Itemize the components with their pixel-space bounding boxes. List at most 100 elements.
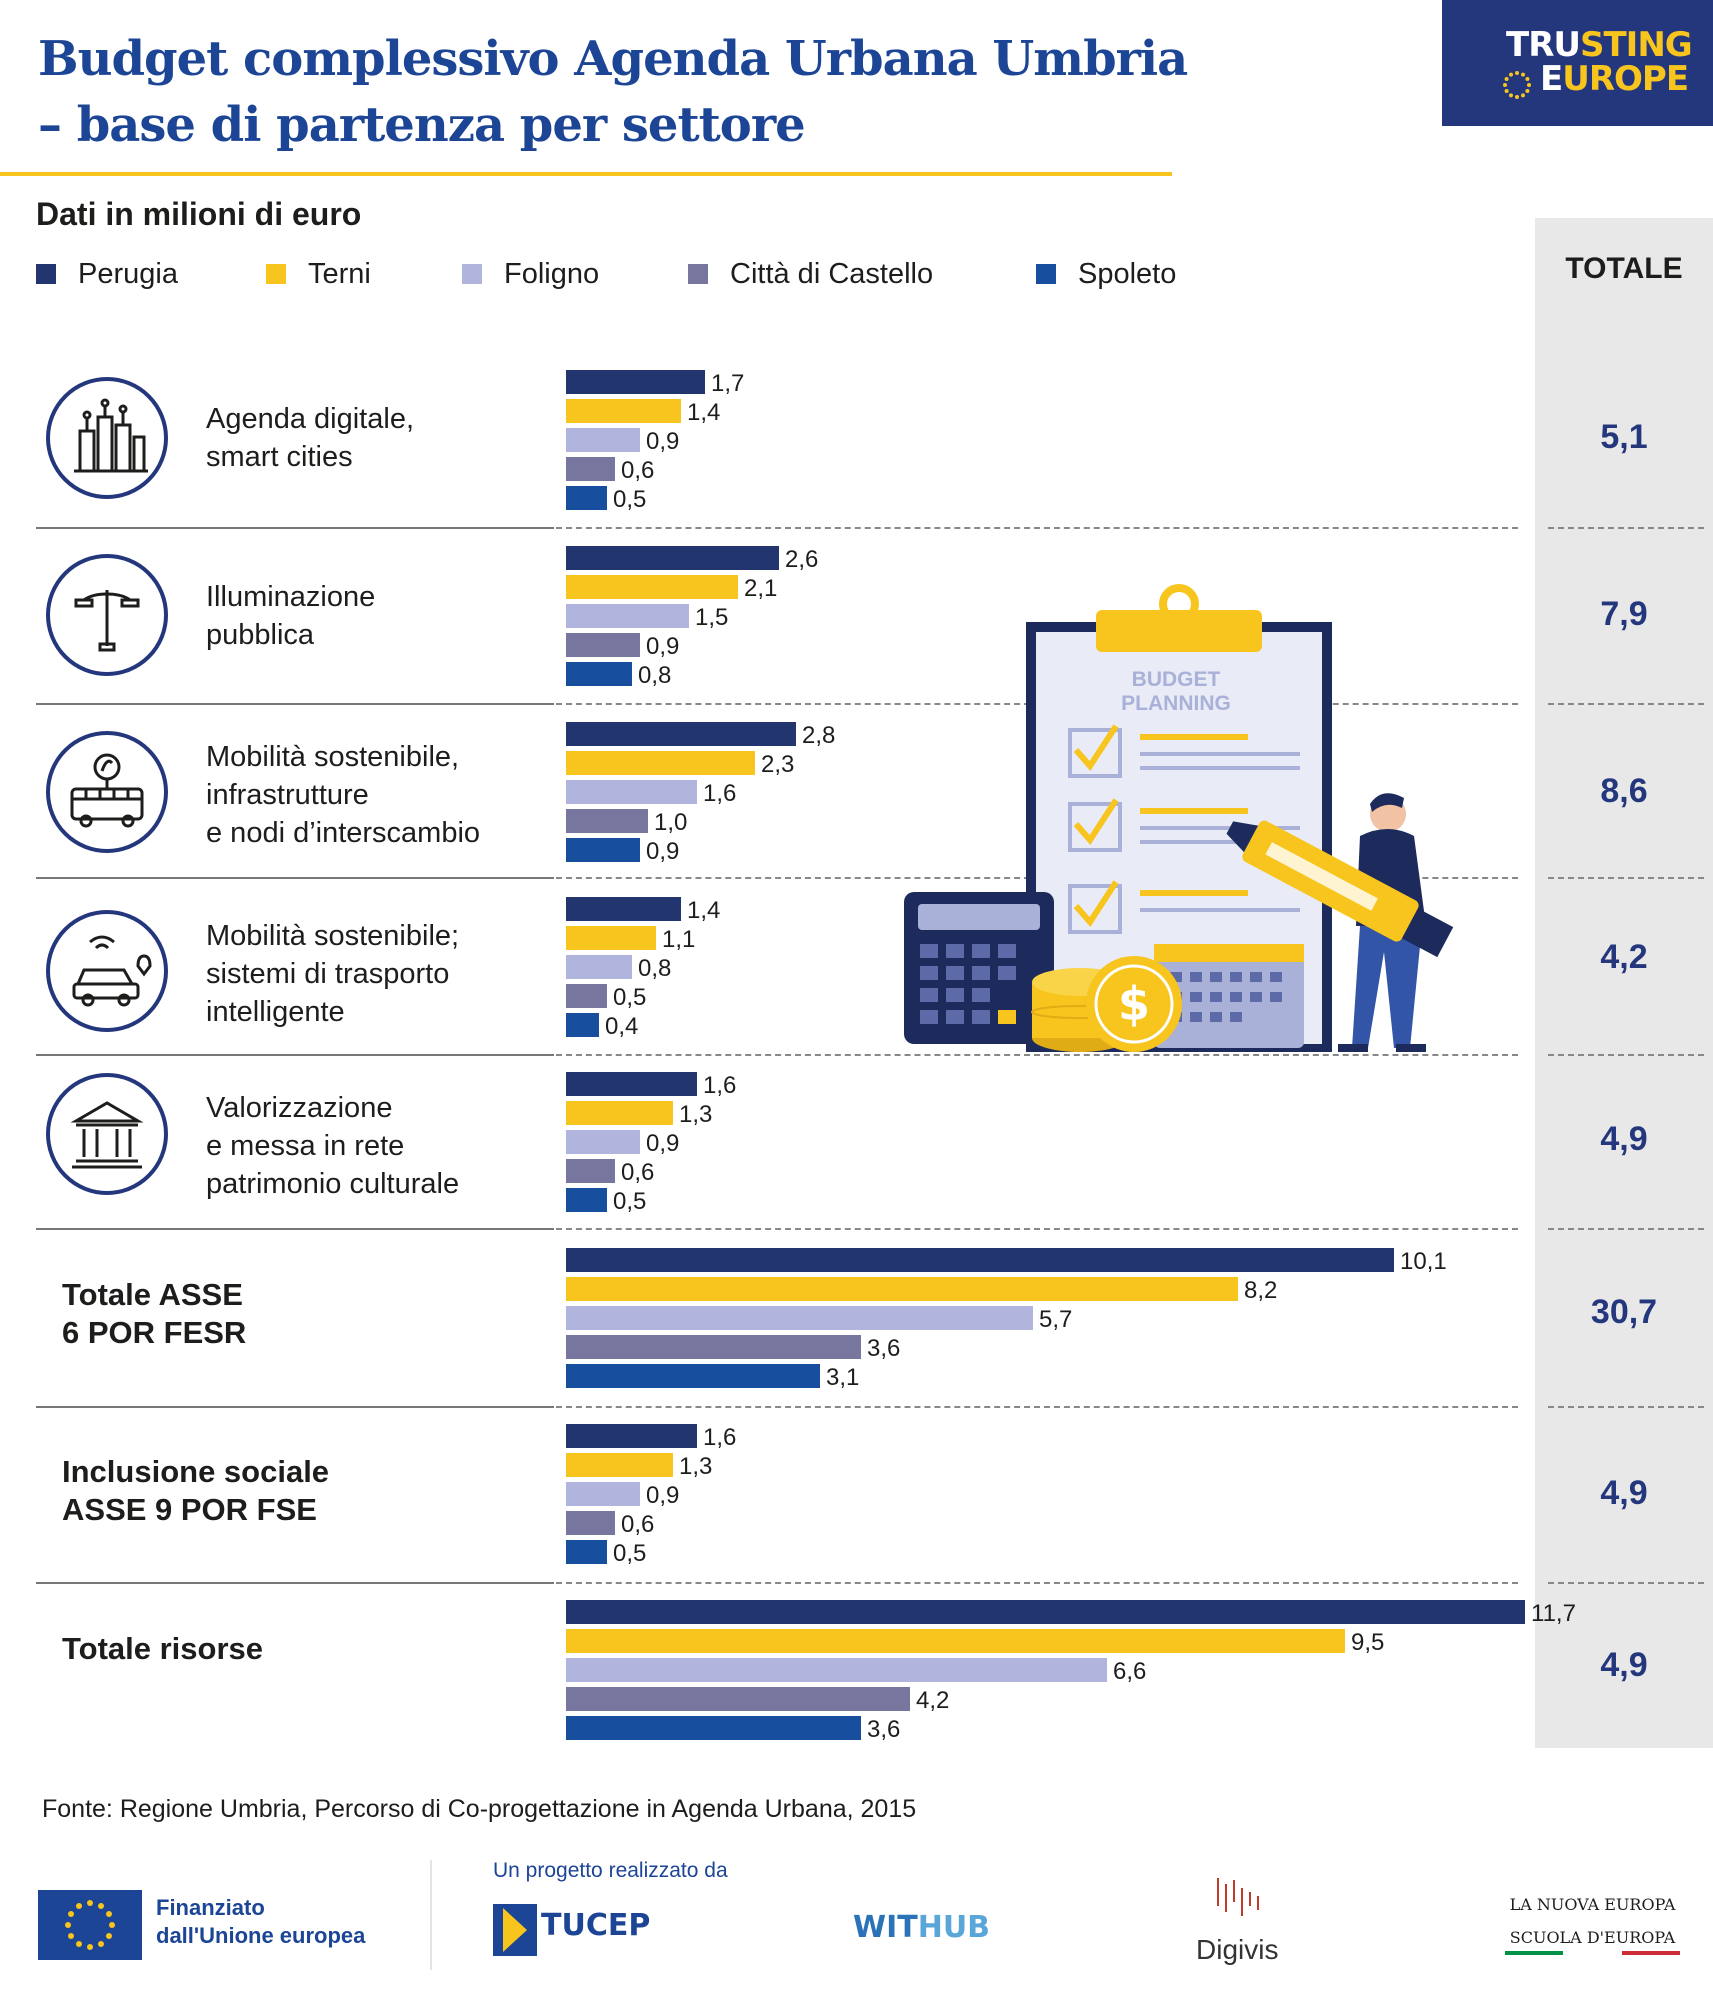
- row-separator: [36, 1054, 554, 1056]
- bar-value-label: 5,7: [1039, 1306, 1073, 1333]
- row-separator-dashed: [1548, 877, 1704, 879]
- row-separator-dashed: [1548, 527, 1704, 529]
- calculator-icon: [904, 892, 1054, 1044]
- bar-value-label: 2,3: [761, 751, 795, 778]
- total-value: 4,2: [1600, 938, 1648, 976]
- legend-label: Spoleto: [1078, 257, 1177, 290]
- row-label-illuminazione: Illuminazione pubblica: [206, 578, 546, 654]
- eu-stars-icon: [1503, 71, 1531, 99]
- legend-swatch: [462, 264, 482, 284]
- bar-value-label: 1,4: [687, 399, 721, 426]
- row-label-line: Totale risorse: [62, 1631, 264, 1666]
- row-separator-dashed: [1548, 1228, 1704, 1230]
- row-label-line: infrastrutture: [206, 779, 369, 811]
- bar-spoleto: [566, 1013, 599, 1037]
- row-label-line: Mobilità sostenibile,: [206, 741, 460, 773]
- budget-planning-illustration: BUDGET PLANNING $: [904, 584, 1454, 1052]
- eu-funding-line: dall'Unione europea: [156, 1923, 366, 1948]
- bar-value-label: 1,5: [695, 604, 729, 631]
- scuola-europa-wordmark: SCUOLA D'EUROPA: [1509, 1928, 1676, 1947]
- bar-value-label: 8,2: [1244, 1277, 1278, 1304]
- row-label-mobilita-infrastrutture: Mobilità sostenibile, infrastrutture e n…: [206, 738, 546, 852]
- legend-item-terni: Terni: [266, 256, 371, 292]
- bar-value-label: 0,6: [621, 457, 655, 484]
- bar-perugia: [566, 1072, 697, 1096]
- row-separator: [36, 1406, 554, 1408]
- bar-citta-di-castello: [566, 984, 607, 1008]
- bar-value-label: 9,5: [1351, 1629, 1385, 1656]
- row-label-line: intelligente: [206, 996, 345, 1028]
- row-label-mobilita-trasporto: Mobilità sostenibile; sistemi di traspor…: [206, 917, 546, 1031]
- bar-value-label: 0,5: [613, 984, 647, 1011]
- row-label-totale-risorse: Totale risorse: [62, 1630, 512, 1668]
- row-separator: [36, 527, 554, 529]
- bar-value-label: 1,6: [703, 780, 737, 807]
- project-label: Un progetto realizzato da: [493, 1859, 728, 1882]
- illustration-heading-1: BUDGET: [1132, 668, 1221, 691]
- bar-value-label: 2,6: [785, 546, 819, 573]
- bar-foligno: [566, 604, 689, 628]
- bar-value-label: 1,6: [703, 1424, 737, 1451]
- logo-word1-b: STING: [1579, 25, 1693, 65]
- page-title: Budget complessivo Agenda Urbana Umbria …: [38, 31, 1188, 153]
- withub-logo: WITHUB: [853, 1910, 990, 1945]
- bar-terni: [566, 399, 681, 423]
- row-label-line: e nodi d’interscambio: [206, 817, 481, 849]
- row-label-inclusione-sociale: Inclusione sociale ASSE 9 POR FSE: [62, 1453, 512, 1529]
- bar-citta-di-castello: [566, 1335, 861, 1359]
- bar-value-label: 1,7: [711, 370, 745, 397]
- bar-terni: [566, 575, 738, 599]
- svg-text:$: $: [1118, 977, 1150, 1031]
- legend-swatch: [688, 264, 708, 284]
- bar-perugia: [566, 897, 681, 921]
- logo-word1-a: TRU: [1506, 25, 1581, 65]
- row-label-agenda-digitale: Agenda digitale, smart cities: [206, 400, 546, 476]
- trusting-europe-logo: TRUSTING EUROPE: [1442, 0, 1713, 126]
- row-separator: [36, 877, 554, 879]
- row-separator-dashed: [1548, 703, 1704, 705]
- bar-value-label: 4,2: [916, 1687, 950, 1714]
- total-value: 4,9: [1600, 1120, 1648, 1158]
- legend-item-spoleto: Spoleto: [1036, 256, 1176, 292]
- bar-value-label: 3,1: [826, 1364, 860, 1391]
- coins-icon: $: [1031, 956, 1182, 1052]
- bar-spoleto: [566, 486, 607, 510]
- bar-value-label: 0,9: [646, 428, 680, 455]
- row-separator-dashed: [556, 1054, 1518, 1056]
- bar-value-label: 6,6: [1113, 1658, 1147, 1685]
- row-separator: [36, 703, 554, 705]
- row-label-line: Valorizzazione: [206, 1092, 393, 1124]
- legend-item-citta-di-castello: Città di Castello: [688, 256, 933, 292]
- bar-foligno: [566, 1658, 1107, 1682]
- illustration-heading-2: PLANNING: [1121, 692, 1231, 715]
- source-note: Fonte: Regione Umbria, Percorso di Co-pr…: [42, 1795, 917, 1823]
- total-value: 30,7: [1590, 1293, 1658, 1331]
- bus-icon: [46, 731, 168, 853]
- logo-word2-b: UROPE: [1562, 59, 1689, 99]
- person-with-highlighter-icon: [1226, 793, 1454, 1052]
- bar-spoleto: [566, 662, 632, 686]
- legend-swatch: [36, 264, 56, 284]
- bar-value-label: 1,3: [679, 1101, 713, 1128]
- digivis-wordmark: Digivis: [1196, 1934, 1279, 1965]
- smart-car-icon: [46, 910, 168, 1032]
- eu-funding-label: Finanziato dall'Unione europea: [156, 1894, 365, 1950]
- row-separator-dashed: [556, 1406, 1518, 1408]
- bar-value-label: 0,9: [646, 633, 680, 660]
- row-label-totale-asse-6: Totale ASSE 6 POR FESR: [62, 1276, 512, 1352]
- digivis-logo: Digivis: [1190, 1876, 1290, 1966]
- bar-value-label: 0,5: [613, 1540, 647, 1567]
- italian-flag-stripe: [1505, 1951, 1680, 1955]
- bar-foligno: [566, 1482, 640, 1506]
- row-label-line: Mobilità sostenibile;: [206, 920, 460, 952]
- bar-value-label: 2,8: [802, 722, 836, 749]
- row-separator-dashed: [1548, 1054, 1704, 1056]
- row-label-valorizzazione: Valorizzazione e messa in rete patrimoni…: [206, 1089, 546, 1203]
- bar-citta-di-castello: [566, 633, 640, 657]
- bar-terni: [566, 1629, 1345, 1653]
- bar-value-label: 1,4: [687, 897, 721, 924]
- legend-swatch: [266, 264, 286, 284]
- bar-value-label: 0,5: [613, 1188, 647, 1215]
- bar-terni: [566, 751, 755, 775]
- digivis-bars-icon: [1217, 1878, 1259, 1916]
